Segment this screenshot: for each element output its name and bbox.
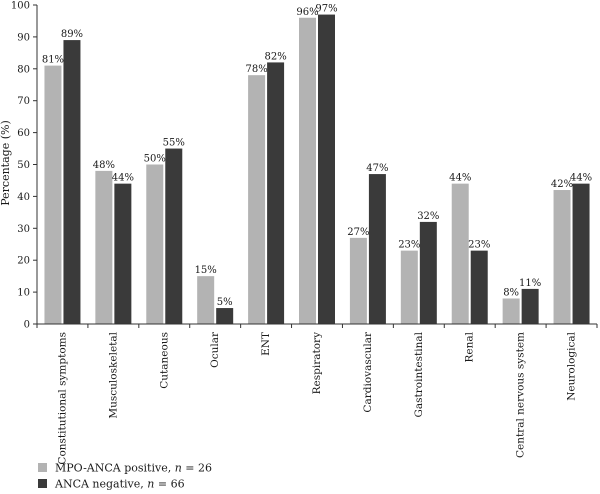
y-tick-label: 70 (17, 96, 30, 107)
legend-label: ANCA negative, n = 66 (54, 478, 185, 491)
x-category-label: Ocular (209, 331, 221, 368)
bar (216, 308, 234, 324)
x-category-label: Constitutional symptoms (56, 332, 68, 465)
y-tick-label: 80 (17, 64, 30, 75)
y-tick-label: 40 (17, 192, 30, 203)
bar (44, 65, 62, 325)
bar (419, 221, 437, 324)
x-category-label: Musculoskeletal (107, 331, 119, 418)
x-axis: Constitutional symptoms Musculoskeletal Cu… (36, 323, 598, 465)
legend-label: MPO-ANCA positive, n = 26 (55, 462, 212, 475)
bar (521, 288, 539, 324)
bar (197, 276, 215, 324)
data-label: 96% (296, 7, 318, 18)
y-tick-label: 90 (17, 32, 30, 43)
data-label: 50% (144, 154, 166, 165)
data-label: 8% (503, 287, 519, 298)
y-tick-label: 10 (17, 288, 30, 299)
bar (368, 174, 386, 324)
x-category-label: Central nervous system (515, 332, 527, 458)
bar (553, 190, 571, 324)
data-label: 5% (217, 297, 233, 308)
data-label: 78% (245, 64, 267, 75)
bar (470, 250, 488, 324)
bars: 81% 89% 48% 44% 50% 55% 15% 5% 78% 82% 96%97% 27% 47… (42, 4, 592, 325)
data-label: 55% (163, 138, 185, 149)
legend-swatch (38, 479, 47, 488)
x-category-label: ENT (260, 332, 272, 356)
bar (400, 250, 418, 324)
x-category-label: Gastrointestinal (413, 331, 425, 417)
bar (451, 183, 469, 324)
data-label: 27% (347, 227, 369, 238)
y-tick-label: 100 (11, 1, 30, 12)
bar (146, 164, 164, 324)
bar (318, 14, 335, 324)
bar (502, 298, 520, 324)
data-label: 11% (519, 278, 541, 289)
data-label: 44% (449, 173, 471, 184)
x-category-label: Cutaneous (158, 332, 170, 389)
bar (572, 183, 590, 324)
x-category-label: Renal (464, 331, 476, 362)
data-label: 82% (264, 51, 286, 62)
y-tick-label: 50 (17, 160, 30, 171)
bar (267, 62, 285, 325)
legend: MPO-ANCA positive, n = 26 ANCA negative, … (38, 462, 212, 491)
data-label: 47% (366, 163, 388, 174)
data-label: 44% (570, 173, 592, 184)
y-axis: 0 10 20 30 40 50 60 70 80 90 100 (11, 1, 38, 331)
legend-swatch (38, 463, 47, 472)
data-label: 15% (195, 265, 217, 276)
bar (114, 183, 132, 324)
y-tick-label: 60 (17, 128, 30, 139)
data-label: 23% (468, 240, 490, 251)
x-category-label: Cardiovascular (362, 331, 374, 413)
y-tick-label: 30 (17, 224, 30, 235)
data-label: 32% (417, 211, 439, 222)
x-category-label: Neurological (566, 331, 578, 400)
data-label: 48% (93, 160, 115, 171)
bar (248, 75, 266, 325)
x-category-label: Respiratory (311, 332, 323, 394)
data-label: 42% (551, 179, 573, 190)
bar (165, 148, 183, 324)
y-tick-label: 20 (17, 256, 30, 267)
data-label: 89% (61, 29, 83, 40)
data-label: 97% (315, 4, 337, 15)
bar (95, 170, 113, 324)
y-axis-title: Percentage (%) (0, 120, 12, 206)
data-label: 44% (112, 173, 134, 184)
bar (299, 17, 316, 324)
y-tick-label: 0 (24, 320, 30, 331)
bar (349, 237, 367, 324)
data-label: 23% (398, 240, 420, 251)
bar (63, 40, 81, 325)
data-label: 81% (42, 55, 64, 66)
